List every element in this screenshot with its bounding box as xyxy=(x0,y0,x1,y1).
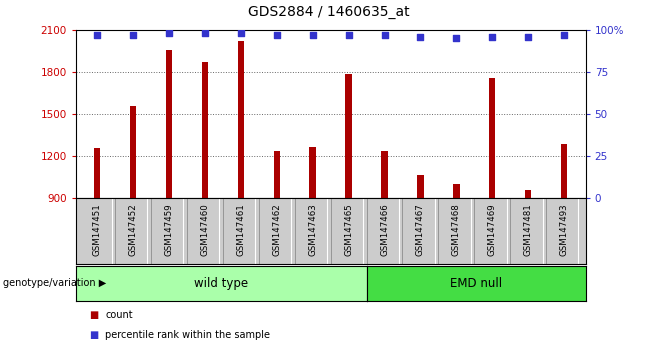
Bar xyxy=(202,62,208,198)
Bar xyxy=(166,50,172,198)
Bar xyxy=(381,150,388,198)
Bar xyxy=(453,184,459,198)
Text: GDS2884 / 1460635_at: GDS2884 / 1460635_at xyxy=(248,5,410,19)
Text: GSM147469: GSM147469 xyxy=(488,203,497,256)
Text: count: count xyxy=(105,310,133,320)
Bar xyxy=(345,74,352,198)
Text: GSM147462: GSM147462 xyxy=(272,203,281,256)
Point xyxy=(199,30,210,36)
Point xyxy=(272,32,282,38)
Bar xyxy=(274,150,280,198)
Text: GSM147467: GSM147467 xyxy=(416,203,425,256)
Text: GSM147452: GSM147452 xyxy=(128,203,138,256)
Point xyxy=(128,32,138,38)
Point xyxy=(523,34,534,40)
Text: ■: ■ xyxy=(89,310,98,320)
Point xyxy=(343,32,354,38)
Point xyxy=(307,32,318,38)
Bar xyxy=(489,78,495,198)
Text: GSM147465: GSM147465 xyxy=(344,203,353,256)
Bar xyxy=(309,147,316,198)
Bar xyxy=(525,190,532,198)
Text: GSM147463: GSM147463 xyxy=(308,203,317,256)
Text: GSM147459: GSM147459 xyxy=(164,203,174,256)
Point xyxy=(451,36,462,41)
Bar xyxy=(130,106,136,198)
Bar xyxy=(561,144,567,198)
Text: genotype/variation ▶: genotype/variation ▶ xyxy=(3,278,107,288)
Text: percentile rank within the sample: percentile rank within the sample xyxy=(105,330,270,339)
Bar xyxy=(238,41,244,198)
Bar xyxy=(417,175,424,198)
Text: GSM147460: GSM147460 xyxy=(201,203,209,256)
Text: GSM147461: GSM147461 xyxy=(236,203,245,256)
Point xyxy=(415,34,426,40)
Text: GSM147451: GSM147451 xyxy=(93,203,102,256)
Bar xyxy=(94,148,101,198)
Text: EMD null: EMD null xyxy=(450,277,503,290)
Point xyxy=(164,30,174,36)
Text: ■: ■ xyxy=(89,330,98,339)
Point xyxy=(487,34,497,40)
Point xyxy=(559,32,569,38)
Point xyxy=(92,32,103,38)
Point xyxy=(236,30,246,36)
Text: GSM147466: GSM147466 xyxy=(380,203,389,256)
Text: wild type: wild type xyxy=(194,277,249,290)
Text: GSM147481: GSM147481 xyxy=(524,203,533,256)
Point xyxy=(379,32,390,38)
Text: GSM147468: GSM147468 xyxy=(452,203,461,256)
Text: GSM147493: GSM147493 xyxy=(559,203,569,256)
